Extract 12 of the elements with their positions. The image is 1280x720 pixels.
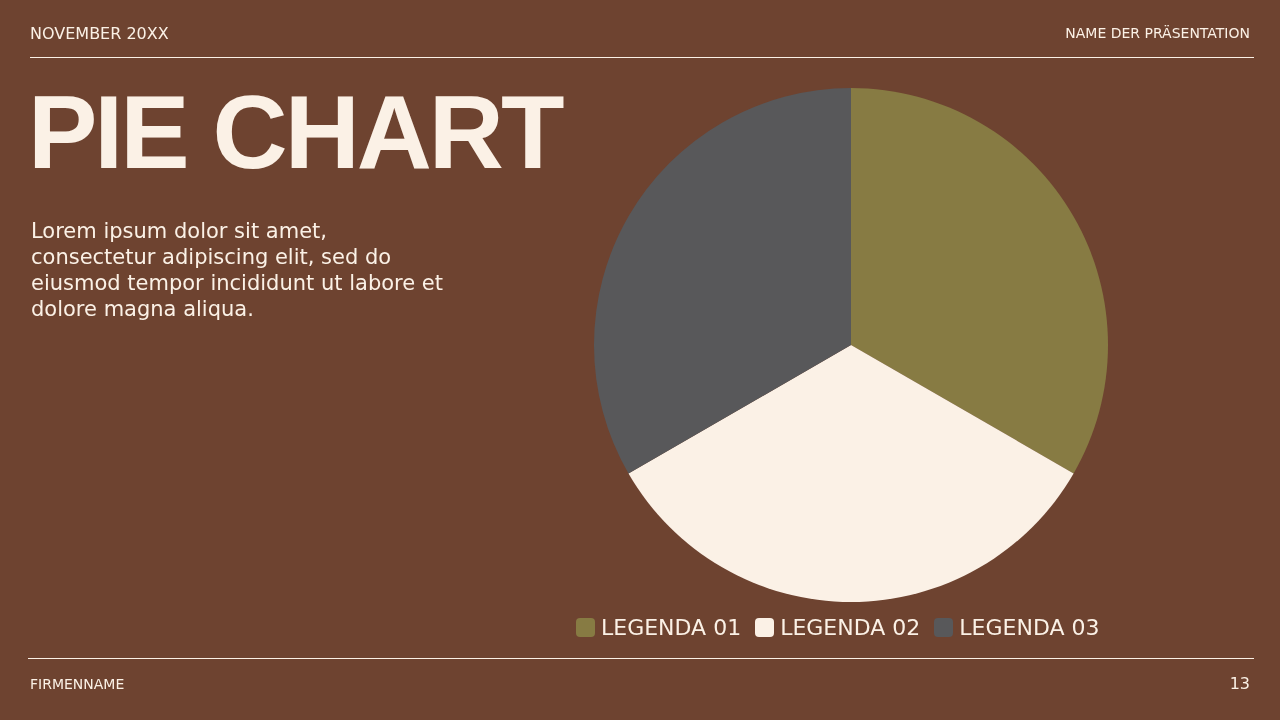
legend-label: LEGENDA 03 [959, 615, 1100, 640]
pie-slice [851, 88, 1108, 474]
text: Lorem ipsum dolor sit amet, consectetur adipiscing elit, sed do eiusmod tempor incididunt ut labore et dolore magna aliqua. [31, 218, 444, 322]
pie-slice [628, 345, 1074, 602]
text: 13 [1229, 674, 1250, 693]
text: NAME DER PRÄSENTATION [1065, 25, 1250, 41]
text: NOVEMBER 20XX [30, 24, 169, 43]
pie-slice [594, 88, 851, 474]
text: FIRMENNAME [30, 676, 125, 692]
chart-title: PIE CHART [28, 73, 562, 192]
legend-label: LEGENDA 01 [601, 615, 742, 640]
legend-label: LEGENDA 02 [780, 615, 921, 640]
